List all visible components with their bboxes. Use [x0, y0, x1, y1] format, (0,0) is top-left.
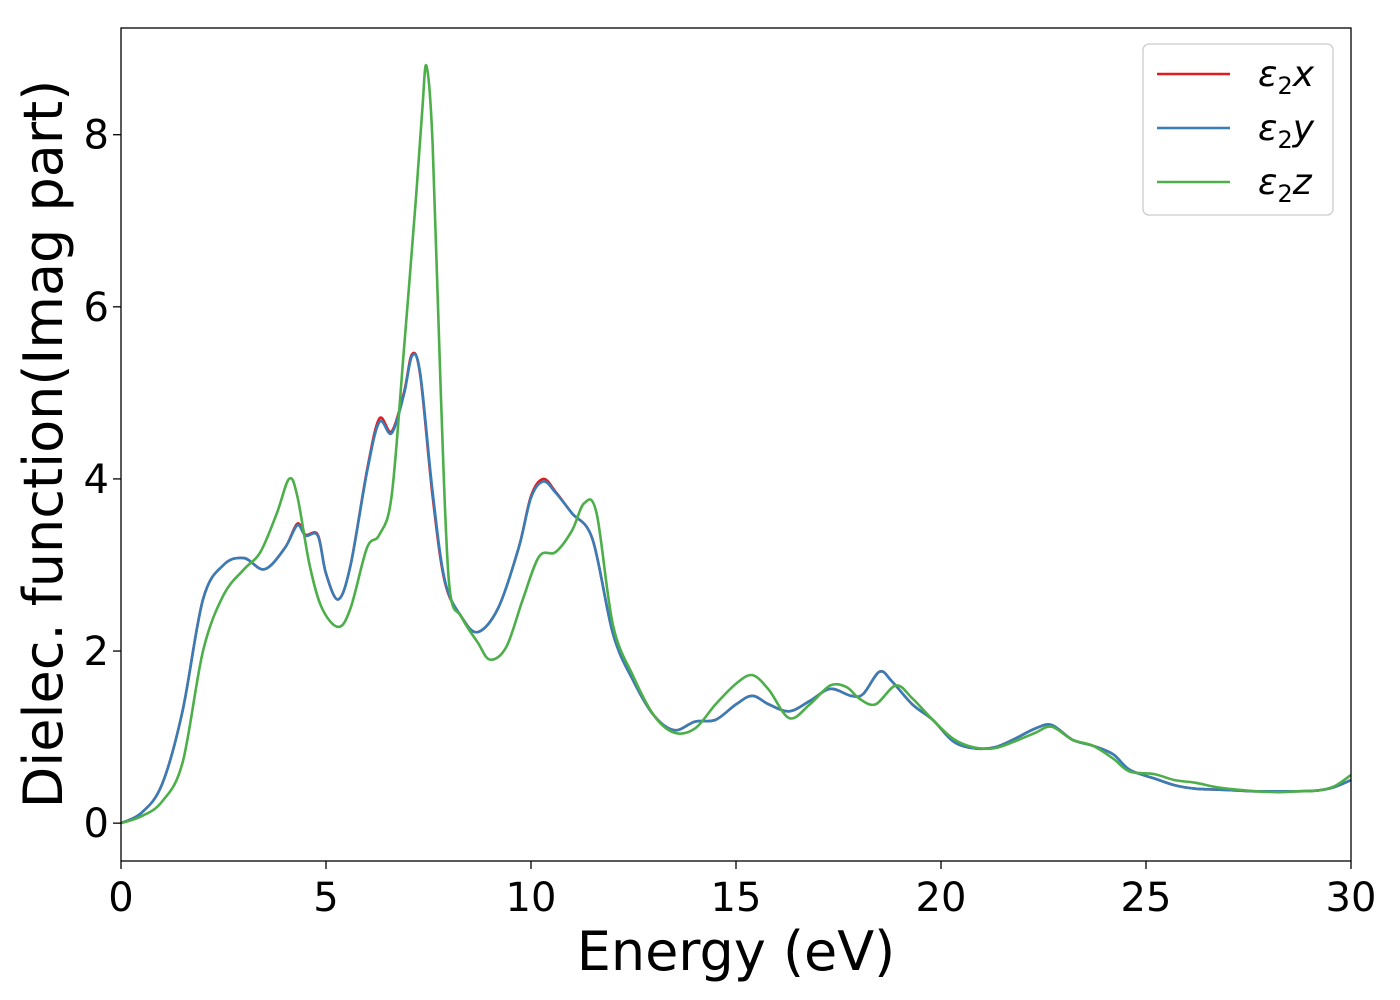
x-axis: 0 5 10 15 20 25 30: [108, 861, 1376, 921]
legend-label-z: ε2z: [1258, 162, 1313, 208]
legend-frame: [1142, 43, 1334, 216]
y-axis-title: Dielec. function(Imag part): [12, 80, 75, 809]
y-tick-label: 8: [84, 113, 109, 159]
series-line-z: [121, 63, 1351, 825]
x-tick-label: 15: [711, 875, 762, 921]
legend: ε2x ε2y ε2z: [1142, 43, 1334, 216]
x-tick-label: 5: [313, 875, 338, 921]
x-tick-label: 0: [108, 875, 133, 921]
x-tick-label: 10: [506, 875, 557, 921]
x-tick-label: 30: [1326, 875, 1377, 921]
y-tick-label: 0: [84, 801, 109, 847]
y-axis: 0 2 4 6 8: [84, 113, 121, 847]
x-tick-label: 25: [1121, 875, 1172, 921]
x-axis-title: Energy (eV): [577, 920, 896, 983]
legend-label-x: ε2x: [1258, 54, 1315, 100]
series-layer: [121, 63, 1351, 825]
y-tick-label: 6: [84, 285, 109, 331]
legend-label-y: ε2y: [1258, 108, 1315, 154]
x-tick-label: 20: [916, 875, 967, 921]
y-tick-label: 4: [84, 457, 109, 503]
y-tick-label: 2: [84, 629, 109, 675]
